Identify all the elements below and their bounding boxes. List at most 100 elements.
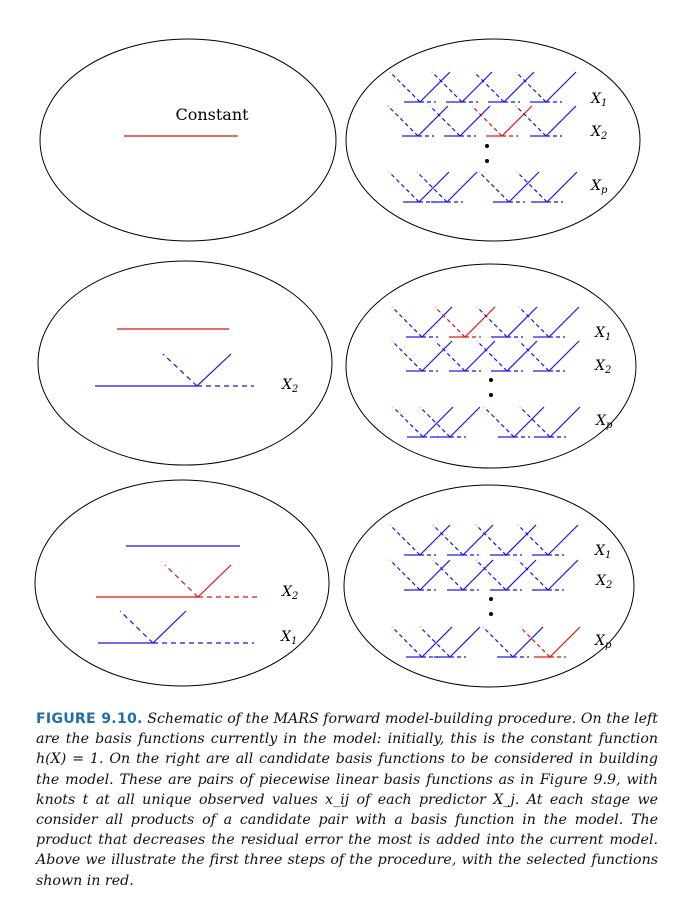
hinge-segment: [545, 71, 577, 103]
hinge-segment: [519, 406, 551, 438]
hinge-segment: [462, 559, 494, 591]
stage-3: X2 X1 X1 X2 Xp: [34, 479, 635, 688]
stage-2-ellipsis-dot: [489, 378, 493, 382]
hinge-segment: [419, 559, 451, 591]
hinge-segment: [392, 406, 424, 438]
hinge-segment: [476, 306, 508, 338]
hinge-segment: [503, 71, 535, 103]
hinge-segment: [432, 524, 464, 556]
stage-2-row-label-x1: X1: [594, 325, 611, 343]
hinge-segment: [471, 105, 503, 137]
hinge-segment: [547, 559, 579, 591]
hinge-segment: [418, 171, 450, 203]
stage-3-model-hinge-x2: [96, 564, 258, 598]
hinge-segment: [512, 626, 544, 658]
hinge-segment: [517, 559, 549, 591]
figure-caption-text: Schematic of the MARS forward model-buil…: [36, 711, 658, 889]
stage-2-model-ellipse: [37, 260, 333, 466]
stage-3-model-ellipse: [34, 479, 330, 687]
hinge-segment: [478, 171, 510, 203]
stage-2-candidate-ellipse: [345, 263, 637, 469]
stage-3-row-label-x2: X2: [595, 573, 612, 591]
stage-3-model-label-x1: X1: [280, 629, 297, 647]
hinge-segment: [431, 71, 463, 103]
hinge-segment: [432, 559, 464, 591]
hinge-segment: [391, 306, 423, 338]
hinge-segment: [434, 306, 466, 338]
hinge-segment: [548, 306, 580, 338]
hinge-segment: [501, 105, 533, 137]
hinge-segment: [421, 626, 453, 658]
stage-1-row-label-x2: X2: [590, 124, 607, 142]
hinge-segment: [475, 524, 507, 556]
hinge-segment: [449, 406, 481, 438]
hinge-segment: [519, 626, 551, 658]
hinge-segment: [446, 171, 478, 203]
hinge-segment: [434, 340, 466, 372]
hinge-segment: [417, 105, 449, 137]
stage-3-model-hinge-x1: [98, 610, 254, 644]
hinge-segment: [483, 406, 515, 438]
stage-1-row-label-x1: X1: [590, 91, 607, 109]
hinge-segment: [508, 171, 540, 203]
stage-2-row-label-xp: Xp: [595, 413, 613, 431]
hinge-segment: [475, 559, 507, 591]
stage-2-row-label-x2: X2: [594, 358, 611, 376]
hinge-segment: [515, 71, 547, 103]
hinge-segment: [421, 340, 453, 372]
hinge-segment: [389, 71, 421, 103]
figure-caption: FIGURE 9.10. Schematic of the MARS forwa…: [36, 709, 658, 891]
hinge-segment: [389, 524, 421, 556]
stage-2: X2 X1 X2 Xp: [37, 260, 637, 469]
stage-3-row-label-x1: X1: [594, 543, 611, 561]
hinge-segment: [419, 524, 451, 556]
hinge-segment: [429, 105, 461, 137]
mars-schematic-figure: Constant X1 X2 Xp X2 X1 X2 Xp: [34, 38, 641, 688]
hinge-segment: [464, 306, 496, 338]
stage-2-model-hinge-x2: [95, 353, 254, 387]
figure-caption-label: FIGURE 9.10.: [36, 711, 143, 727]
stage-3-ellipsis-dot: [489, 597, 493, 601]
stage-1-candidate-hinges: [387, 71, 578, 203]
stage-3-ellipsis-dot: [489, 612, 493, 616]
stage-1-constant-label: Constant: [175, 105, 249, 124]
hinge-segment: [516, 171, 548, 203]
hinge-segment: [517, 524, 549, 556]
hinge-segment: [545, 105, 577, 137]
hinge-segment: [518, 306, 550, 338]
hinge-segment: [419, 626, 451, 658]
hinge-segment: [388, 171, 420, 203]
hinge-segment: [449, 626, 481, 658]
hinge-segment: [505, 524, 537, 556]
hinge-segment: [421, 306, 453, 338]
hinge-segment: [505, 559, 537, 591]
stage-1-ellipsis-dot: [485, 159, 489, 163]
hinge-segment: [515, 105, 547, 137]
stage-3-model-label-x2: X2: [281, 584, 298, 602]
hinge-segment: [546, 171, 578, 203]
hinge-segment: [387, 105, 419, 137]
hinge-segment: [422, 406, 454, 438]
hinge-segment: [549, 626, 581, 658]
hinge-segment: [482, 626, 514, 658]
hinge-segment: [549, 406, 581, 438]
hinge-segment: [547, 524, 579, 556]
hinge-segment: [513, 406, 545, 438]
hinge-segment: [518, 340, 550, 372]
hinge-segment: [459, 105, 491, 137]
hinge-segment: [464, 340, 496, 372]
hinge-segment: [461, 71, 493, 103]
stage-3-candidate-ellipse: [343, 484, 635, 688]
hinge-segment: [391, 340, 423, 372]
stage-2-candidate-hinges: [391, 306, 581, 438]
stage-2-ellipsis-dot: [489, 393, 493, 397]
hinge-segment: [506, 306, 538, 338]
hinge-segment: [462, 524, 494, 556]
stage-1: Constant X1 X2 Xp: [39, 38, 641, 242]
stage-1-row-label-xp: Xp: [590, 178, 608, 196]
hinge-segment: [419, 71, 451, 103]
hinge-segment: [473, 71, 505, 103]
stage-1-model-ellipse: [39, 38, 337, 242]
stage-1-ellipsis-dot: [485, 144, 489, 148]
hinge-segment: [416, 171, 448, 203]
